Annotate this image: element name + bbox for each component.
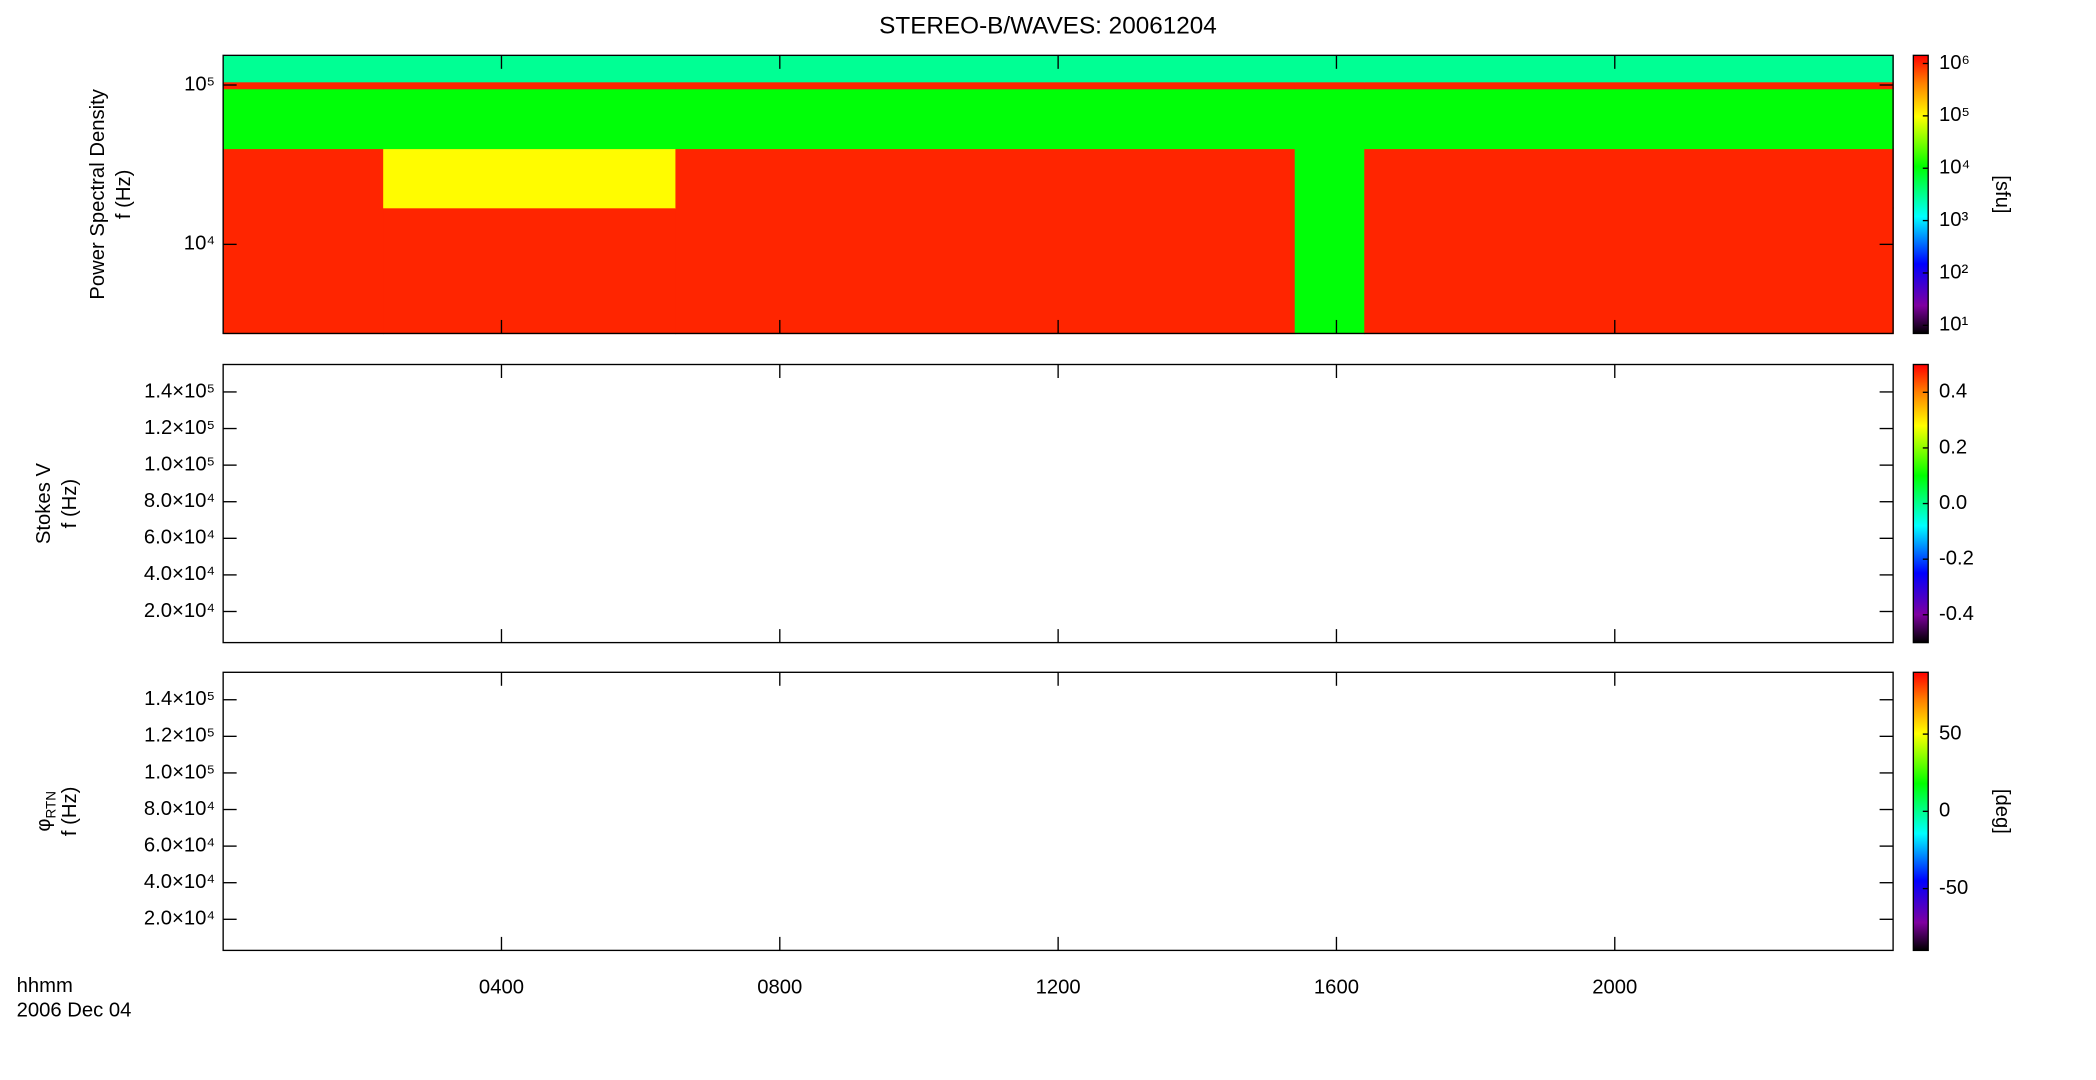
colorbar-tick-label: -0.4: [1939, 603, 1974, 625]
y-axis-label-part: Stokes V: [33, 463, 55, 545]
y-tick-label: 10⁴: [184, 233, 215, 255]
heatmap-cell: [1294, 81, 1365, 90]
y-tick-label: 1.4×10⁵: [144, 380, 215, 402]
x-axis-label: hhmm: [17, 975, 73, 997]
heatmap-cell: [223, 148, 384, 209]
y-axis-label-sub: RTN: [43, 791, 58, 819]
heatmap-cell: [675, 88, 1296, 150]
y-axis-label: Stokes V: [33, 463, 55, 545]
colorbar-tick-label: 10⁴: [1939, 157, 1970, 179]
heatmap-cell: [383, 88, 677, 150]
plot-frame: [222, 671, 1894, 952]
heatmap-cell: [1294, 148, 1365, 209]
heatmap-cell: [675, 148, 1296, 209]
heatmap-cell: [383, 148, 677, 209]
plot-frame: [222, 363, 1894, 644]
y-tick-label: 1.2×10⁵: [144, 725, 215, 747]
heatmap-cell: [1294, 55, 1365, 83]
y-tick-label: 1.4×10⁵: [144, 688, 215, 710]
heatmap-cell: [675, 55, 1296, 83]
heatmap-cell: [223, 81, 384, 90]
heatmap-cell: [1364, 148, 1894, 209]
heatmap-cell: [223, 55, 384, 83]
colorbar-tick-label: 0.4: [1939, 381, 1967, 403]
colorbar-label: [sfu]: [1991, 175, 2013, 213]
colorbar-tick-label: 10²: [1939, 261, 1969, 283]
heatmap-cell: [1294, 88, 1365, 150]
colorbar-tick-label: 0.0: [1939, 492, 1967, 514]
y-tick-label: 4.0×10⁴: [144, 871, 215, 893]
y-axis-label-part: φ: [33, 819, 55, 832]
heatmap-cell: [223, 88, 384, 150]
heatmap-cell: [383, 55, 677, 83]
x-tick-label: 0400: [479, 977, 524, 999]
y-tick-label: 1.2×10⁵: [144, 417, 215, 439]
colorbar-tick-label: 50: [1939, 722, 1962, 744]
heatmap-cell: [1364, 88, 1894, 150]
heatmap-cell: [1364, 55, 1894, 83]
colorbar-tick-label: 0: [1939, 800, 1950, 822]
colorbar-tick-label: 10⁵: [1939, 104, 1970, 126]
x-axis-label: 2006 Dec 04: [17, 999, 132, 1021]
y-tick-label: 10⁵: [184, 73, 215, 95]
x-tick-label: 1200: [1036, 977, 1081, 999]
y-tick-label: 6.0×10⁴: [144, 527, 215, 549]
chart-title: STEREO-B/WAVES: 20061204: [879, 12, 1217, 39]
y-tick-label: 1.0×10⁵: [144, 761, 215, 783]
y-tick-label: 8.0×10⁴: [144, 798, 215, 820]
y-axis-label: Power Spectral Density: [87, 88, 109, 299]
heatmap-cell: [1364, 207, 1894, 335]
y-tick-label: 2.0×10⁴: [144, 600, 215, 622]
y-tick-label: 2.0×10⁴: [144, 908, 215, 930]
y-axis-label: φRTN: [33, 791, 58, 832]
y-tick-label: 4.0×10⁴: [144, 563, 215, 585]
colorbar-label: [deg]: [1991, 789, 2013, 834]
y-axis-label: f (Hz): [59, 787, 81, 836]
colorbar-tick-label: 10¹: [1939, 314, 1969, 336]
x-tick-label: 0800: [757, 977, 802, 999]
colorbar-tick-label: 10³: [1939, 209, 1969, 231]
heatmap-cell: [1364, 81, 1894, 90]
y-axis-label: f (Hz): [59, 479, 81, 528]
x-tick-label: 1600: [1314, 977, 1359, 999]
colorbar-tick-label: -50: [1939, 877, 1968, 899]
y-tick-label: 6.0×10⁴: [144, 834, 215, 856]
y-tick-label: 1.0×10⁵: [144, 453, 215, 475]
colorbar-tick-label: -0.2: [1939, 548, 1974, 570]
heatmap-cell: [1294, 207, 1365, 335]
heatmap-cell: [223, 207, 384, 335]
heatmap-cell: [383, 81, 677, 90]
y-axis-label: f (Hz): [113, 170, 135, 220]
colorbar: [1912, 54, 1929, 335]
x-tick-label: 2000: [1592, 977, 1637, 999]
y-axis-label-part: Power Spectral Density: [87, 88, 109, 299]
heatmap-cell: [675, 81, 1296, 90]
heatmap-cell: [675, 207, 1296, 335]
colorbar-tick-label: 10⁶: [1939, 52, 1970, 74]
heatmap-cell: [383, 207, 677, 335]
colorbar-tick-label: 0.2: [1939, 436, 1967, 458]
y-tick-label: 8.0×10⁴: [144, 490, 215, 512]
